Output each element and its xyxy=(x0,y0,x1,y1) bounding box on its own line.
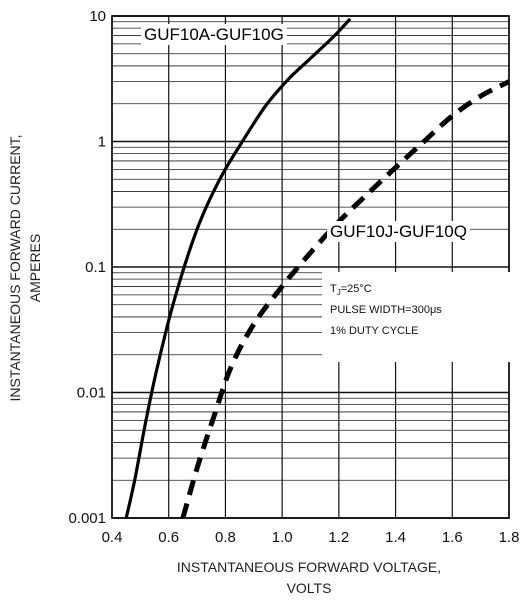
y-tick-label: 1 xyxy=(98,134,106,151)
x-axis-title: INSTANTANEOUS FORWARD VOLTAGE, VOLTS xyxy=(177,559,441,596)
x-tick-labels: 0.4 0.6 0.8 1.0 1.2 1.4 1.6 1.8 xyxy=(102,529,520,546)
note-pulse-width: PULSE WIDTH=300μs xyxy=(330,304,442,316)
y-tick-labels: 0.001 0.01 0.1 1 10 xyxy=(68,8,106,527)
series-label-guf10j-guf10q: GUF10J-GUF10Q xyxy=(330,222,467,241)
y-tick-label: 10 xyxy=(89,8,106,25)
y-tick-label: 0.01 xyxy=(77,385,106,402)
x-axis-title-line1: INSTANTANEOUS FORWARD VOLTAGE, xyxy=(177,559,441,575)
series-line-guf10a-guf10g xyxy=(126,19,350,518)
y-tick-label: 0.001 xyxy=(68,510,106,527)
x-tick-label: 1.6 xyxy=(442,529,463,546)
y-axis-title: INSTANTANEOUS FORWARD CURRENT, AMPERES xyxy=(7,134,43,401)
series-label-guf10a-guf10g: GUF10A-GUF10G xyxy=(144,25,284,44)
x-tick-label: 1.8 xyxy=(499,529,520,546)
note-duty-cycle: 1% DUTY CYCLE xyxy=(330,325,418,337)
x-tick-label: 0.4 xyxy=(102,529,123,546)
chart-curves xyxy=(126,19,509,518)
x-tick-label: 0.6 xyxy=(158,529,179,546)
x-tick-label: 0.8 xyxy=(215,529,236,546)
x-tick-label: 1.2 xyxy=(328,529,349,546)
y-axis-title-line2: AMPERES xyxy=(27,234,43,302)
x-axis-title-line2: VOLTS xyxy=(287,580,332,596)
y-axis-title-line1: INSTANTANEOUS FORWARD CURRENT, xyxy=(7,134,23,401)
chart-grid xyxy=(112,16,509,518)
note-junction-temp: TJ=25°C xyxy=(330,283,372,297)
x-tick-label: 1.0 xyxy=(272,529,293,546)
x-tick-label: 1.4 xyxy=(385,529,406,546)
test-conditions-note: TJ=25°C PULSE WIDTH=300μs 1% DUTY CYCLE xyxy=(322,272,512,362)
y-tick-label: 0.1 xyxy=(85,259,106,276)
